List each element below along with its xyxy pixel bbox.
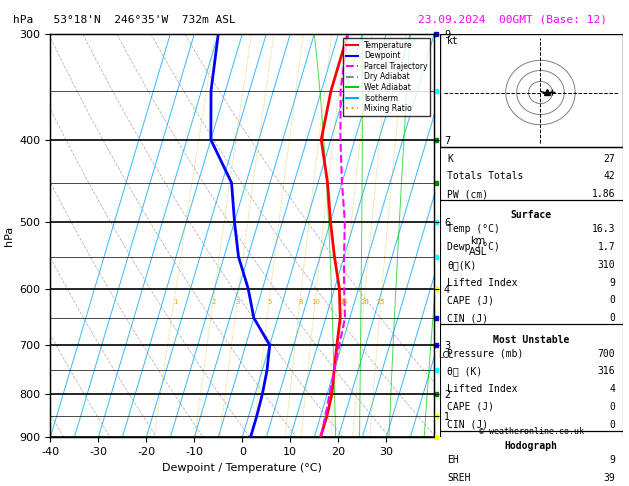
Text: θᴀ(K): θᴀ(K) [447, 260, 477, 270]
Text: kt: kt [447, 36, 459, 46]
Bar [440, 200, 623, 325]
Text: 1: 1 [173, 298, 177, 305]
Text: Lifted Index: Lifted Index [447, 278, 518, 288]
Y-axis label: km
ASL: km ASL [469, 236, 487, 257]
Text: 0: 0 [610, 313, 615, 323]
Text: θᴀ (K): θᴀ (K) [447, 366, 482, 377]
Text: SREH: SREH [447, 473, 470, 483]
Y-axis label: hPa: hPa [4, 226, 14, 246]
Text: 9: 9 [610, 455, 615, 465]
Text: 316: 316 [598, 366, 615, 377]
Text: 25: 25 [377, 298, 386, 305]
Text: 1.86: 1.86 [592, 189, 615, 199]
Text: K: K [447, 154, 453, 163]
Text: CAPE (J): CAPE (J) [447, 295, 494, 306]
Text: Pressure (mb): Pressure (mb) [447, 349, 523, 359]
Bar [440, 431, 623, 486]
Legend: Temperature, Dewpoint, Parcel Trajectory, Dry Adiabat, Wet Adiabat, Isotherm, Mi: Temperature, Dewpoint, Parcel Trajectory… [343, 38, 430, 116]
Text: © weatheronline.co.uk: © weatheronline.co.uk [479, 427, 584, 436]
Text: 310: 310 [598, 260, 615, 270]
Text: CIN (J): CIN (J) [447, 420, 488, 430]
X-axis label: Dewpoint / Temperature (°C): Dewpoint / Temperature (°C) [162, 463, 322, 473]
Text: hPa   53°18'N  246°35'W  732m ASL: hPa 53°18'N 246°35'W 732m ASL [13, 15, 235, 25]
Text: Dewp (°C): Dewp (°C) [447, 242, 500, 252]
Text: Temp (°C): Temp (°C) [447, 225, 500, 235]
Text: LCL: LCL [438, 351, 453, 360]
Text: 2: 2 [212, 298, 216, 305]
Text: 3: 3 [236, 298, 240, 305]
Text: 27: 27 [604, 154, 615, 163]
Text: 15: 15 [340, 298, 348, 305]
Text: Lifted Index: Lifted Index [447, 384, 518, 394]
Text: 9: 9 [610, 278, 615, 288]
Text: 5: 5 [268, 298, 272, 305]
Text: CAPE (J): CAPE (J) [447, 402, 494, 412]
Text: CIN (J): CIN (J) [447, 313, 488, 323]
Text: 39: 39 [604, 473, 615, 483]
Text: Most Unstable: Most Unstable [493, 334, 569, 345]
Text: Totals Totals: Totals Totals [447, 171, 523, 181]
Text: 42: 42 [604, 171, 615, 181]
Text: 0: 0 [610, 420, 615, 430]
Text: 0: 0 [610, 402, 615, 412]
Text: EH: EH [447, 455, 459, 465]
Text: Surface: Surface [511, 210, 552, 220]
Text: 700: 700 [598, 349, 615, 359]
Bar [440, 147, 623, 200]
Bar [440, 34, 623, 147]
Text: 1.7: 1.7 [598, 242, 615, 252]
Text: 0: 0 [610, 295, 615, 306]
Bar [440, 325, 623, 431]
Text: 16.3: 16.3 [592, 225, 615, 235]
Text: 4: 4 [610, 384, 615, 394]
Text: 23.09.2024  00GMT (Base: 12): 23.09.2024 00GMT (Base: 12) [418, 15, 607, 25]
Text: 20: 20 [360, 298, 369, 305]
Text: 10: 10 [311, 298, 320, 305]
Text: 8: 8 [298, 298, 303, 305]
Text: Hodograph: Hodograph [505, 441, 558, 451]
Text: PW (cm): PW (cm) [447, 189, 488, 199]
